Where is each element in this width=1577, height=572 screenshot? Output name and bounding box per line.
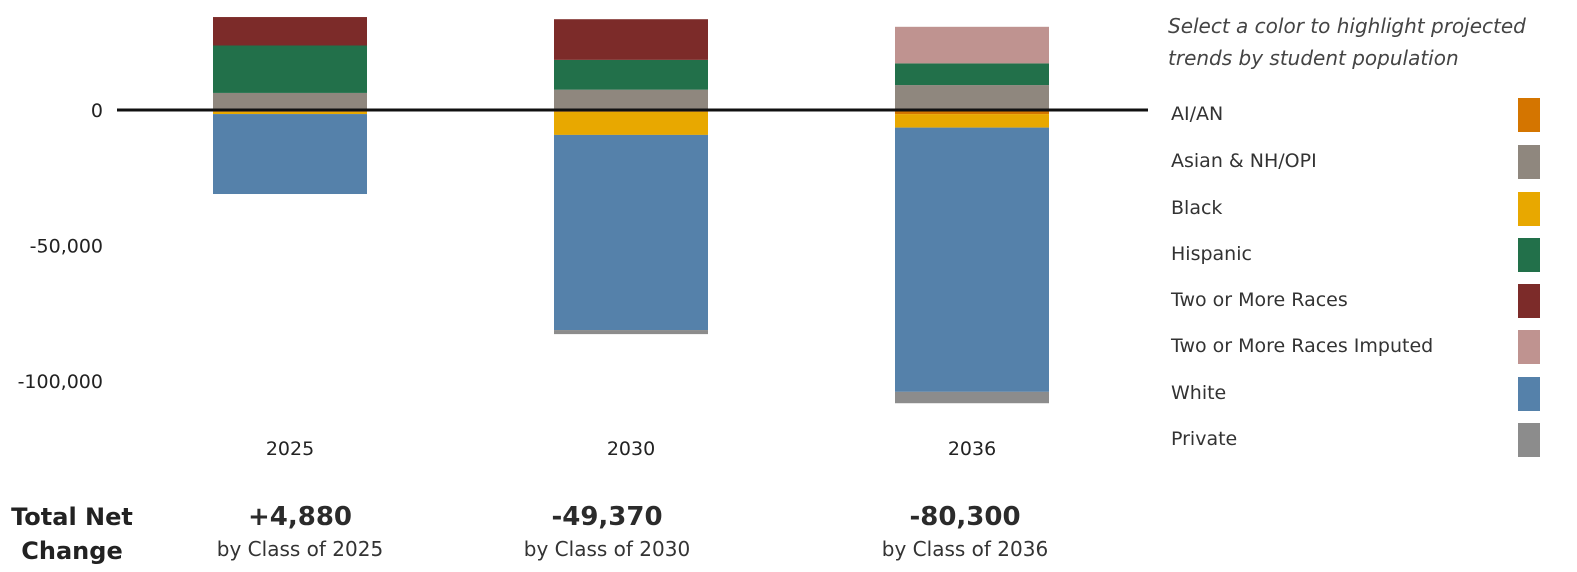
legend-item-hispanic[interactable]: Hispanic bbox=[1168, 238, 1577, 272]
total-net-change-label: Total Net Change bbox=[11, 503, 133, 565]
legend-label: Two or More Races Imputed bbox=[1171, 335, 1434, 357]
bar-segment-2036-private bbox=[895, 391, 1049, 404]
legend-label: Two or More Races bbox=[1171, 289, 1348, 311]
bar-segment-2030-hispanic bbox=[554, 59, 708, 90]
legend-swatch[interactable] bbox=[1518, 330, 1540, 364]
bar-segment-2036-two-or-more-races-imputed bbox=[895, 26, 1049, 64]
legend-swatch[interactable] bbox=[1518, 192, 1540, 226]
y-tick-label: -100,000 bbox=[18, 371, 103, 393]
bar-segment-2036-hispanic bbox=[895, 63, 1049, 86]
bar-segment-2036-asian-nh-opi bbox=[895, 85, 1049, 110]
legend-label: Private bbox=[1171, 428, 1238, 450]
legend-item-two-or-more-races[interactable]: Two or More Races bbox=[1168, 284, 1577, 318]
total-caption: by Class of 2025 bbox=[216, 537, 384, 561]
total-value: -80,300 bbox=[909, 502, 1021, 532]
bar-segment-2025-black bbox=[213, 111, 367, 115]
legend-label: Hispanic bbox=[1171, 243, 1252, 265]
legend-label: White bbox=[1171, 382, 1227, 404]
bar-segment-2030-black bbox=[554, 111, 708, 135]
bar-segment-2025-two-or-more-races bbox=[213, 17, 367, 46]
legend-swatch[interactable] bbox=[1518, 145, 1540, 179]
total-2036: -80,300 by Class of 2036 bbox=[835, 500, 1095, 564]
legend-swatch[interactable] bbox=[1518, 423, 1540, 457]
total-caption: by Class of 2030 bbox=[523, 537, 691, 561]
bar-segment-2030-private bbox=[554, 330, 708, 335]
legend-item-two-or-more-races-imputed[interactable]: Two or More Races Imputed bbox=[1168, 330, 1577, 364]
legend-item-white[interactable]: White bbox=[1168, 377, 1577, 411]
legend-item-private[interactable]: Private bbox=[1168, 423, 1577, 457]
total-caption: by Class of 2036 bbox=[881, 537, 1049, 561]
legend-item-black[interactable]: Black bbox=[1168, 192, 1577, 226]
legend-title: Select a color to highlight projected tr… bbox=[1168, 14, 1526, 70]
total-2030: -49,370 by Class of 2030 bbox=[477, 500, 737, 564]
total-value: +4,880 bbox=[247, 502, 353, 532]
bar-segment-2025-asian-nh-opi bbox=[213, 92, 367, 110]
y-tick-label: -50,000 bbox=[30, 236, 103, 258]
legend-label: Asian & NH/OPI bbox=[1171, 150, 1317, 172]
bar-segment-2030-white bbox=[554, 134, 708, 331]
legend-label: Black bbox=[1171, 197, 1223, 219]
y-tick-label: 0 bbox=[91, 100, 103, 122]
legend-item-asian-nh-opi[interactable]: Asian & NH/OPI bbox=[1168, 145, 1577, 179]
bar-segment-2036-ai-an bbox=[895, 110, 1049, 115]
legend-label: AI/AN bbox=[1171, 103, 1224, 125]
legend-swatch[interactable] bbox=[1518, 238, 1540, 272]
x-tick-label: 2025 bbox=[266, 438, 314, 460]
legend-item-ai-an[interactable]: AI/AN bbox=[1168, 98, 1577, 132]
bar-segment-2030-asian-nh-opi bbox=[554, 89, 708, 110]
stacked-bar-chart: 0 -50,000 -100,000 2025 2030 2036 bbox=[18, 17, 1148, 460]
bar-segment-2036-white bbox=[895, 127, 1049, 392]
bar-segment-2025-hispanic bbox=[213, 45, 367, 93]
legend-swatch[interactable] bbox=[1518, 284, 1540, 318]
bar-segment-2036-black bbox=[895, 114, 1049, 128]
total-2025: +4,880 by Class of 2025 bbox=[170, 500, 430, 564]
total-value: -49,370 bbox=[551, 502, 663, 532]
x-tick-label: 2030 bbox=[607, 438, 655, 460]
total-net-change-row: Total Net Change +4,880 by Class of 2025… bbox=[0, 500, 1150, 572]
legend-swatch[interactable] bbox=[1518, 377, 1540, 411]
x-tick-label: 2036 bbox=[948, 438, 996, 460]
legend-swatch[interactable] bbox=[1518, 98, 1540, 132]
bar-segment-2030-two-or-more-races bbox=[554, 19, 708, 60]
bar-segment-2025-white bbox=[213, 114, 367, 195]
